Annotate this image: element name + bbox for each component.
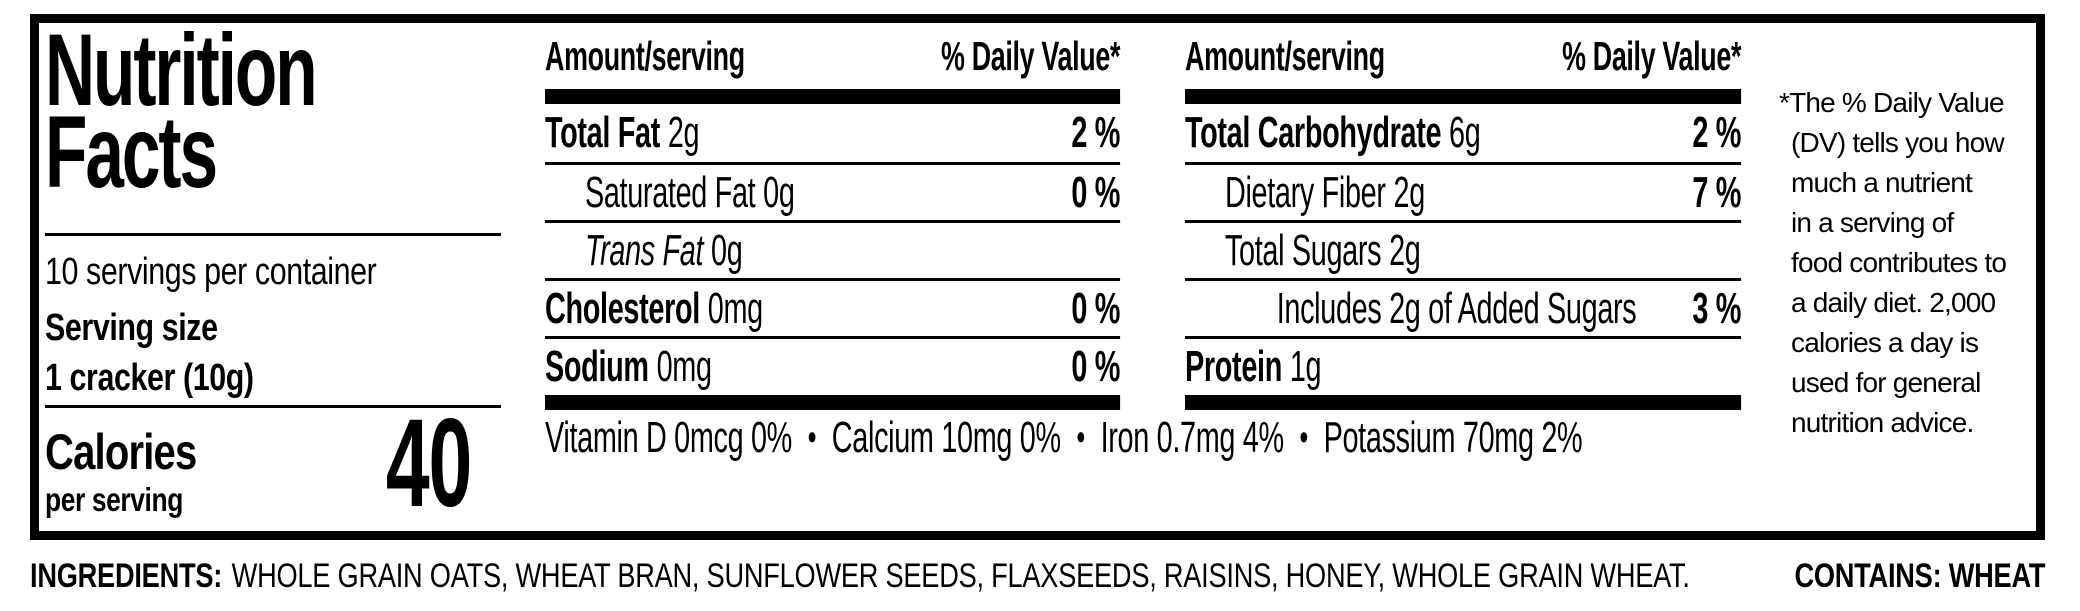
nutrient-daily-value: 7 % bbox=[1692, 167, 1742, 217]
thick-divider-bar bbox=[1185, 89, 1742, 104]
micronutrient-iron: Iron 0.7mg 4% bbox=[1100, 413, 1285, 462]
nutrient-amount: 2g bbox=[1389, 225, 1421, 275]
ingredients-label: INGREDIENTS: bbox=[30, 557, 223, 595]
nutrient-row-added-sugars: Includes 2g of Added Sugars 3 % bbox=[1185, 278, 1741, 336]
calories-label: Calories bbox=[45, 424, 197, 480]
micronutrient-calcium: Calcium 10mg 0% bbox=[831, 413, 1061, 462]
divider-rule bbox=[45, 405, 501, 408]
nutrient-daily-value: 3 % bbox=[1692, 283, 1742, 333]
nutrient-entry: Saturated Fat 0g bbox=[585, 168, 795, 218]
nutrient-row-saturated-fat: Saturated Fat 0g 0 % bbox=[545, 162, 1120, 220]
nutrient-amount: 2g bbox=[667, 108, 700, 157]
nutrient-entry: Protein 1g bbox=[1185, 341, 1322, 392]
nutrient-name: Total Fat bbox=[545, 108, 660, 157]
nutrient-entry: Cholesterol 0mg bbox=[545, 284, 763, 334]
nutrient-name: Sodium bbox=[545, 341, 649, 391]
nutrient-name: Total Sugars bbox=[1224, 225, 1382, 275]
bullet-separator: • bbox=[807, 417, 817, 459]
column-header-amount: Amount/serving bbox=[545, 33, 745, 79]
servings-per-container: 10 servings per container bbox=[45, 251, 377, 293]
nutrient-entry: Total Sugars 2g bbox=[1225, 226, 1421, 276]
ingredients-text: WHOLE GRAIN OATS, WHEAT BRAN, SUNFLOWER … bbox=[231, 557, 1690, 595]
nutrient-rows: Total Carbohydrate 6g 2 % Dietary Fiber 2g… bbox=[1185, 104, 1741, 394]
nutrient-entry: Dietary Fiber 2g bbox=[1225, 168, 1425, 218]
thick-divider-bar bbox=[1185, 395, 1742, 410]
nutrient-amount: 2g bbox=[1393, 167, 1426, 217]
column-header-daily-value: % Daily Value* bbox=[1562, 33, 1742, 79]
nutrient-entry: Sodium 0mg bbox=[545, 342, 712, 392]
nutrient-entry: Includes 2g of Added Sugars bbox=[1277, 284, 1637, 334]
nutrient-name: Includes 2g of Added Sugars bbox=[1276, 283, 1637, 333]
nutrient-row-cholesterol: Cholesterol 0mg 0 % bbox=[545, 278, 1120, 336]
nutrient-daily-value: 2 % bbox=[1071, 108, 1121, 157]
nutrient-row-total-carbohydrate: Total Carbohydrate 6g 2 % bbox=[1185, 104, 1741, 162]
nutrient-row-dietary-fiber: Dietary Fiber 2g 7 % bbox=[1185, 162, 1741, 220]
bullet-separator: • bbox=[1299, 417, 1308, 459]
nutrient-column-carbs: Amount/serving % Daily Value* Total Carb… bbox=[1185, 23, 1741, 531]
nutrient-amount: 1g bbox=[1289, 341, 1322, 391]
nutrient-column-fats: Amount/serving % Daily Value* Total Fat 2… bbox=[545, 23, 1120, 531]
column-header: Amount/serving % Daily Value* bbox=[1185, 33, 1741, 80]
nutrient-name: Cholesterol bbox=[545, 283, 700, 333]
label-title-line1: Nutrition bbox=[45, 13, 318, 127]
ingredients-row: INGREDIENTS: WHOLE GRAIN OATS, WHEAT BRAN… bbox=[30, 556, 2045, 596]
nutrient-daily-value: 0 % bbox=[1071, 167, 1121, 217]
nutrition-facts-panel: Nutrition Facts 10 servings per containe… bbox=[30, 14, 2045, 540]
nutrient-amount: 0g bbox=[711, 225, 743, 275]
nutrient-name: Saturated Fat bbox=[584, 167, 756, 217]
nutrient-row-total-sugars: Total Sugars 2g bbox=[1185, 220, 1742, 278]
thick-divider-bar bbox=[545, 89, 1121, 104]
nutrient-entry: Trans Fat 0g bbox=[585, 226, 743, 276]
nutrient-daily-value: 0 % bbox=[1071, 283, 1121, 333]
nutrient-daily-value: 0 % bbox=[1071, 341, 1121, 391]
nutrient-name: Trans Fat bbox=[584, 225, 704, 275]
nutrient-name: Protein bbox=[1185, 341, 1282, 391]
nutrient-rows: Total Fat 2g 2 % Saturated Fat 0g 0 % Tran… bbox=[545, 104, 1120, 394]
micronutrients-row: Vitamin D 0mcg 0% • Calcium 10mg 0% • Iron 0… bbox=[545, 413, 1747, 463]
contains-statement: CONTAINS: WHEAT bbox=[1794, 557, 2046, 595]
serving-info-section: 10 servings per container Serving size 1… bbox=[45, 223, 501, 523]
nutrient-row-total-fat: Total Fat 2g 2 % bbox=[545, 104, 1120, 162]
ingredients-statement: INGREDIENTS: WHOLE GRAIN OATS, WHEAT BRAN… bbox=[30, 556, 1690, 596]
column-header-daily-value: % Daily Value* bbox=[941, 33, 1121, 79]
micronutrient-vitamin-d: Vitamin D 0mcg 0% bbox=[545, 413, 792, 462]
label-title-line2: Facts bbox=[45, 95, 218, 209]
column-header-amount: Amount/serving bbox=[1185, 33, 1385, 79]
nutrient-name: Total Carbohydrate bbox=[1185, 108, 1442, 157]
label-title: Nutrition Facts bbox=[45, 13, 453, 209]
nutrient-daily-value: 2 % bbox=[1692, 108, 1742, 157]
divider-rule bbox=[45, 233, 501, 236]
bullet-separator: • bbox=[1076, 417, 1085, 459]
nutrient-name: Dietary Fiber bbox=[1224, 167, 1386, 217]
micronutrient-potassium: Potassium 70mg 2% bbox=[1323, 413, 1583, 462]
nutrient-row-trans-fat: Trans Fat 0g bbox=[545, 220, 1121, 278]
column-header: Amount/serving % Daily Value* bbox=[545, 33, 1120, 80]
thick-divider-bar bbox=[545, 395, 1121, 410]
nutrient-row-protein: Protein 1g bbox=[1185, 336, 1742, 394]
calories-value: 40 bbox=[385, 394, 472, 533]
nutrient-amount: 0mg bbox=[707, 283, 763, 333]
nutrient-amount: 0g bbox=[763, 167, 795, 217]
nutrient-amount: 0mg bbox=[656, 341, 712, 391]
daily-value-footnote: *The % Daily Value (DV) tells you how mu… bbox=[1779, 87, 2007, 438]
nutrient-amount: 6g bbox=[1449, 108, 1481, 157]
calories-sublabel: per serving bbox=[45, 481, 183, 518]
nutrient-row-sodium: Sodium 0mg 0 % bbox=[545, 336, 1120, 394]
serving-size-value: 1 cracker (10g) bbox=[45, 357, 254, 399]
serving-size-label: Serving size bbox=[45, 307, 218, 349]
nutrient-entry: Total Carbohydrate 6g bbox=[1185, 108, 1481, 158]
nutrient-entry: Total Fat 2g bbox=[545, 108, 700, 158]
